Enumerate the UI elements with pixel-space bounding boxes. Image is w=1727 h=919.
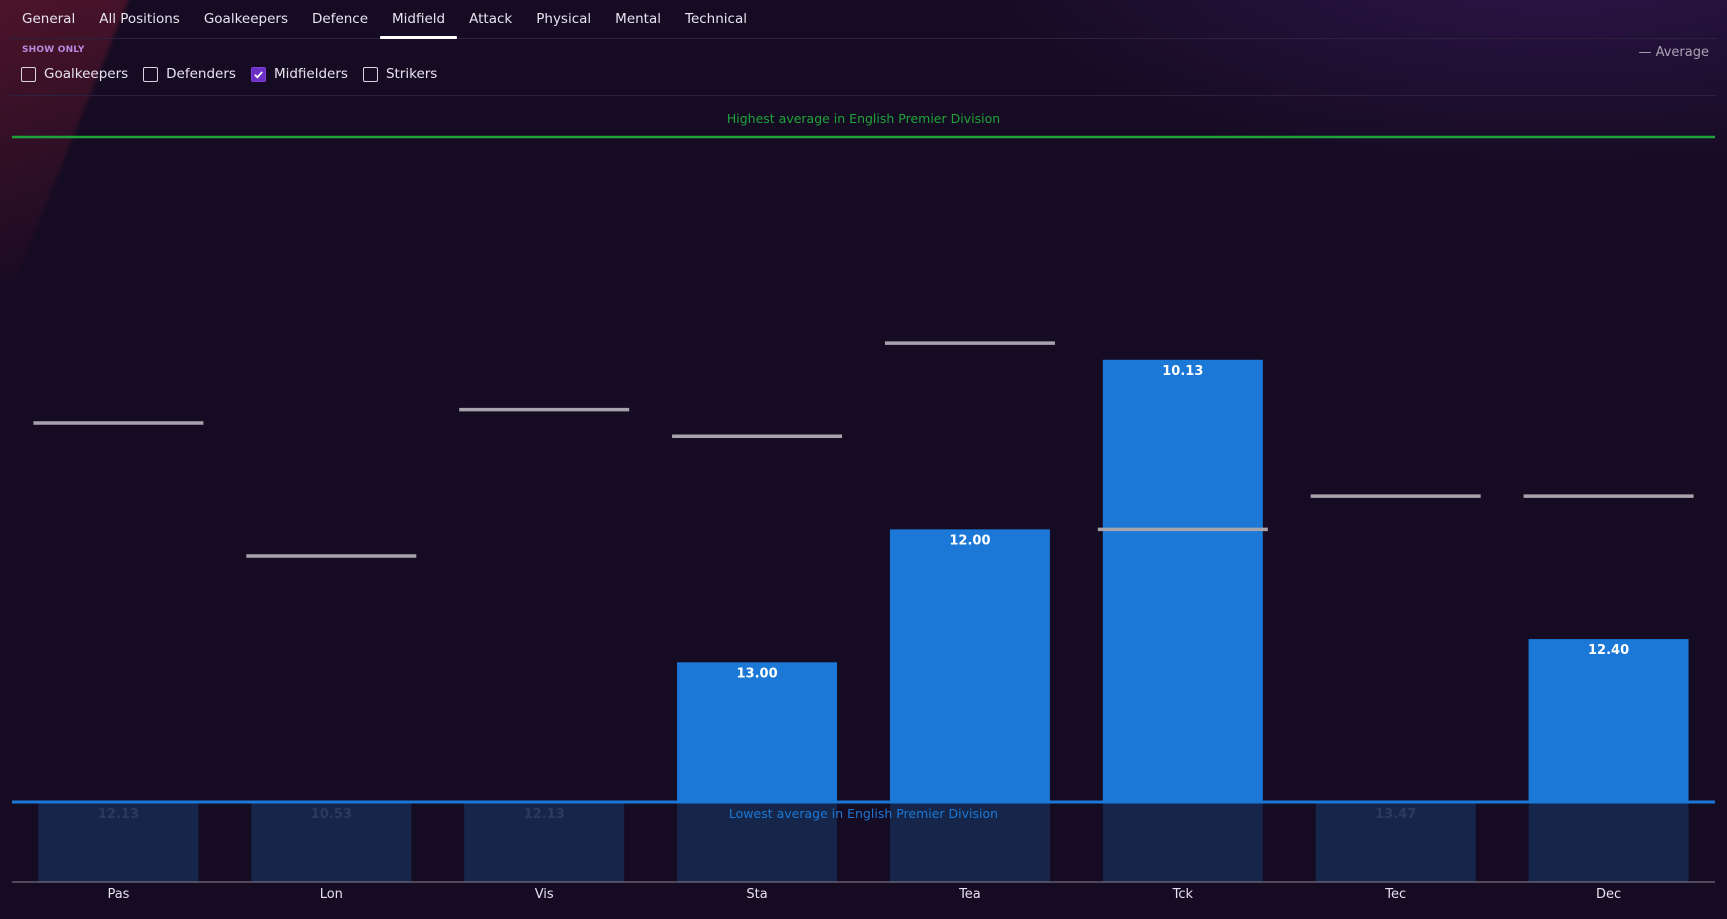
- filter-label: Strikers: [385, 66, 438, 82]
- average-legend: — Average: [1638, 45, 1709, 60]
- background-glow: [927, 0, 1727, 180]
- filter-defenders[interactable]: Defenders: [143, 66, 236, 82]
- highest-average-label: Highest average in English Premier Divis…: [727, 111, 1000, 126]
- low-region-bar: [677, 802, 838, 882]
- tab-midfield[interactable]: Midfield: [380, 0, 458, 39]
- value-bar: [677, 662, 838, 802]
- value-bar: [1528, 639, 1689, 802]
- tab-attack[interactable]: Attack: [469, 11, 513, 27]
- tab-general[interactable]: General: [22, 11, 76, 27]
- bar-value-label: 12.13: [524, 807, 565, 822]
- bar-value-label: 13.00: [737, 666, 778, 681]
- filter-goalkeepers[interactable]: Goalkeepers: [21, 66, 128, 82]
- value-bar: [889, 529, 1050, 802]
- bar-value-label: 13.47: [1375, 807, 1416, 822]
- bar-value-label: 12.00: [949, 533, 990, 548]
- low-region-bar: [889, 802, 1050, 882]
- tab-physical[interactable]: Physical: [536, 11, 592, 27]
- category-tabs: General All Positions Goalkeepers Defenc…: [10, 0, 1717, 39]
- tab-all-positions[interactable]: All Positions: [99, 11, 180, 27]
- x-tick-label: Lon: [320, 887, 343, 902]
- x-tick-label: Tec: [1384, 887, 1406, 902]
- position-filters: Goalkeepers Defenders Midfielders Strike…: [21, 66, 452, 82]
- checkmark-icon: [254, 70, 263, 79]
- tab-goalkeepers[interactable]: Goalkeepers: [203, 11, 288, 27]
- lowest-average-label: Lowest average in English Premier Divisi…: [729, 806, 998, 821]
- tab-technical[interactable]: Technical: [685, 11, 747, 27]
- low-region-bar: [251, 802, 412, 882]
- tab-defence[interactable]: Defence: [311, 11, 369, 27]
- filter-label: Defenders: [166, 66, 236, 82]
- filter-midfielders[interactable]: Midfielders: [250, 66, 348, 82]
- goalkeepers-checkbox[interactable]: [21, 66, 36, 82]
- filters-divider: [10, 95, 1717, 96]
- x-tick-label: Sta: [746, 887, 767, 902]
- filter-label: Goalkeepers: [44, 66, 129, 82]
- filter-strikers[interactable]: Strikers: [362, 66, 438, 82]
- bar-value-label: 12.13: [98, 807, 139, 822]
- bar-value-label: 10.53: [311, 807, 352, 822]
- low-region-bar: [1528, 802, 1689, 882]
- value-bar: [1102, 359, 1263, 802]
- x-tick-label: Tck: [1172, 887, 1194, 902]
- midfielders-checkbox[interactable]: [250, 66, 266, 82]
- tab-mental[interactable]: Mental: [615, 11, 661, 27]
- bar-value-label: 10.13: [1162, 364, 1203, 379]
- low-region-bar: [1315, 802, 1476, 882]
- low-region-bar: [464, 802, 625, 882]
- low-region-bar: [1102, 802, 1263, 882]
- low-region-bar: [38, 802, 199, 882]
- x-tick-label: Tea: [958, 887, 981, 902]
- strikers-checkbox[interactable]: [362, 66, 378, 82]
- bar-value-label: 12.40: [1588, 643, 1629, 658]
- x-tick-label: Vis: [535, 887, 554, 902]
- show-only-label: SHOW ONLY: [22, 45, 85, 55]
- x-tick-label: Pas: [107, 887, 129, 902]
- x-tick-label: Dec: [1596, 887, 1621, 902]
- filter-label: Midfielders: [273, 66, 348, 82]
- defenders-checkbox[interactable]: [143, 66, 159, 82]
